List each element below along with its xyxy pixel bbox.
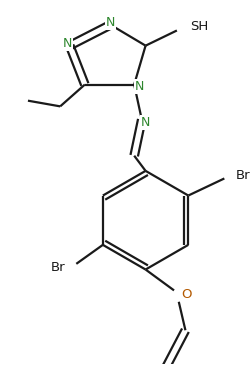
Text: N: N — [63, 37, 73, 50]
Text: N: N — [106, 16, 115, 30]
Text: N: N — [134, 80, 144, 93]
Text: N: N — [141, 116, 150, 129]
Text: O: O — [182, 288, 192, 301]
Text: Br: Br — [50, 261, 65, 274]
Text: SH: SH — [190, 20, 208, 33]
Text: Br: Br — [236, 169, 250, 182]
